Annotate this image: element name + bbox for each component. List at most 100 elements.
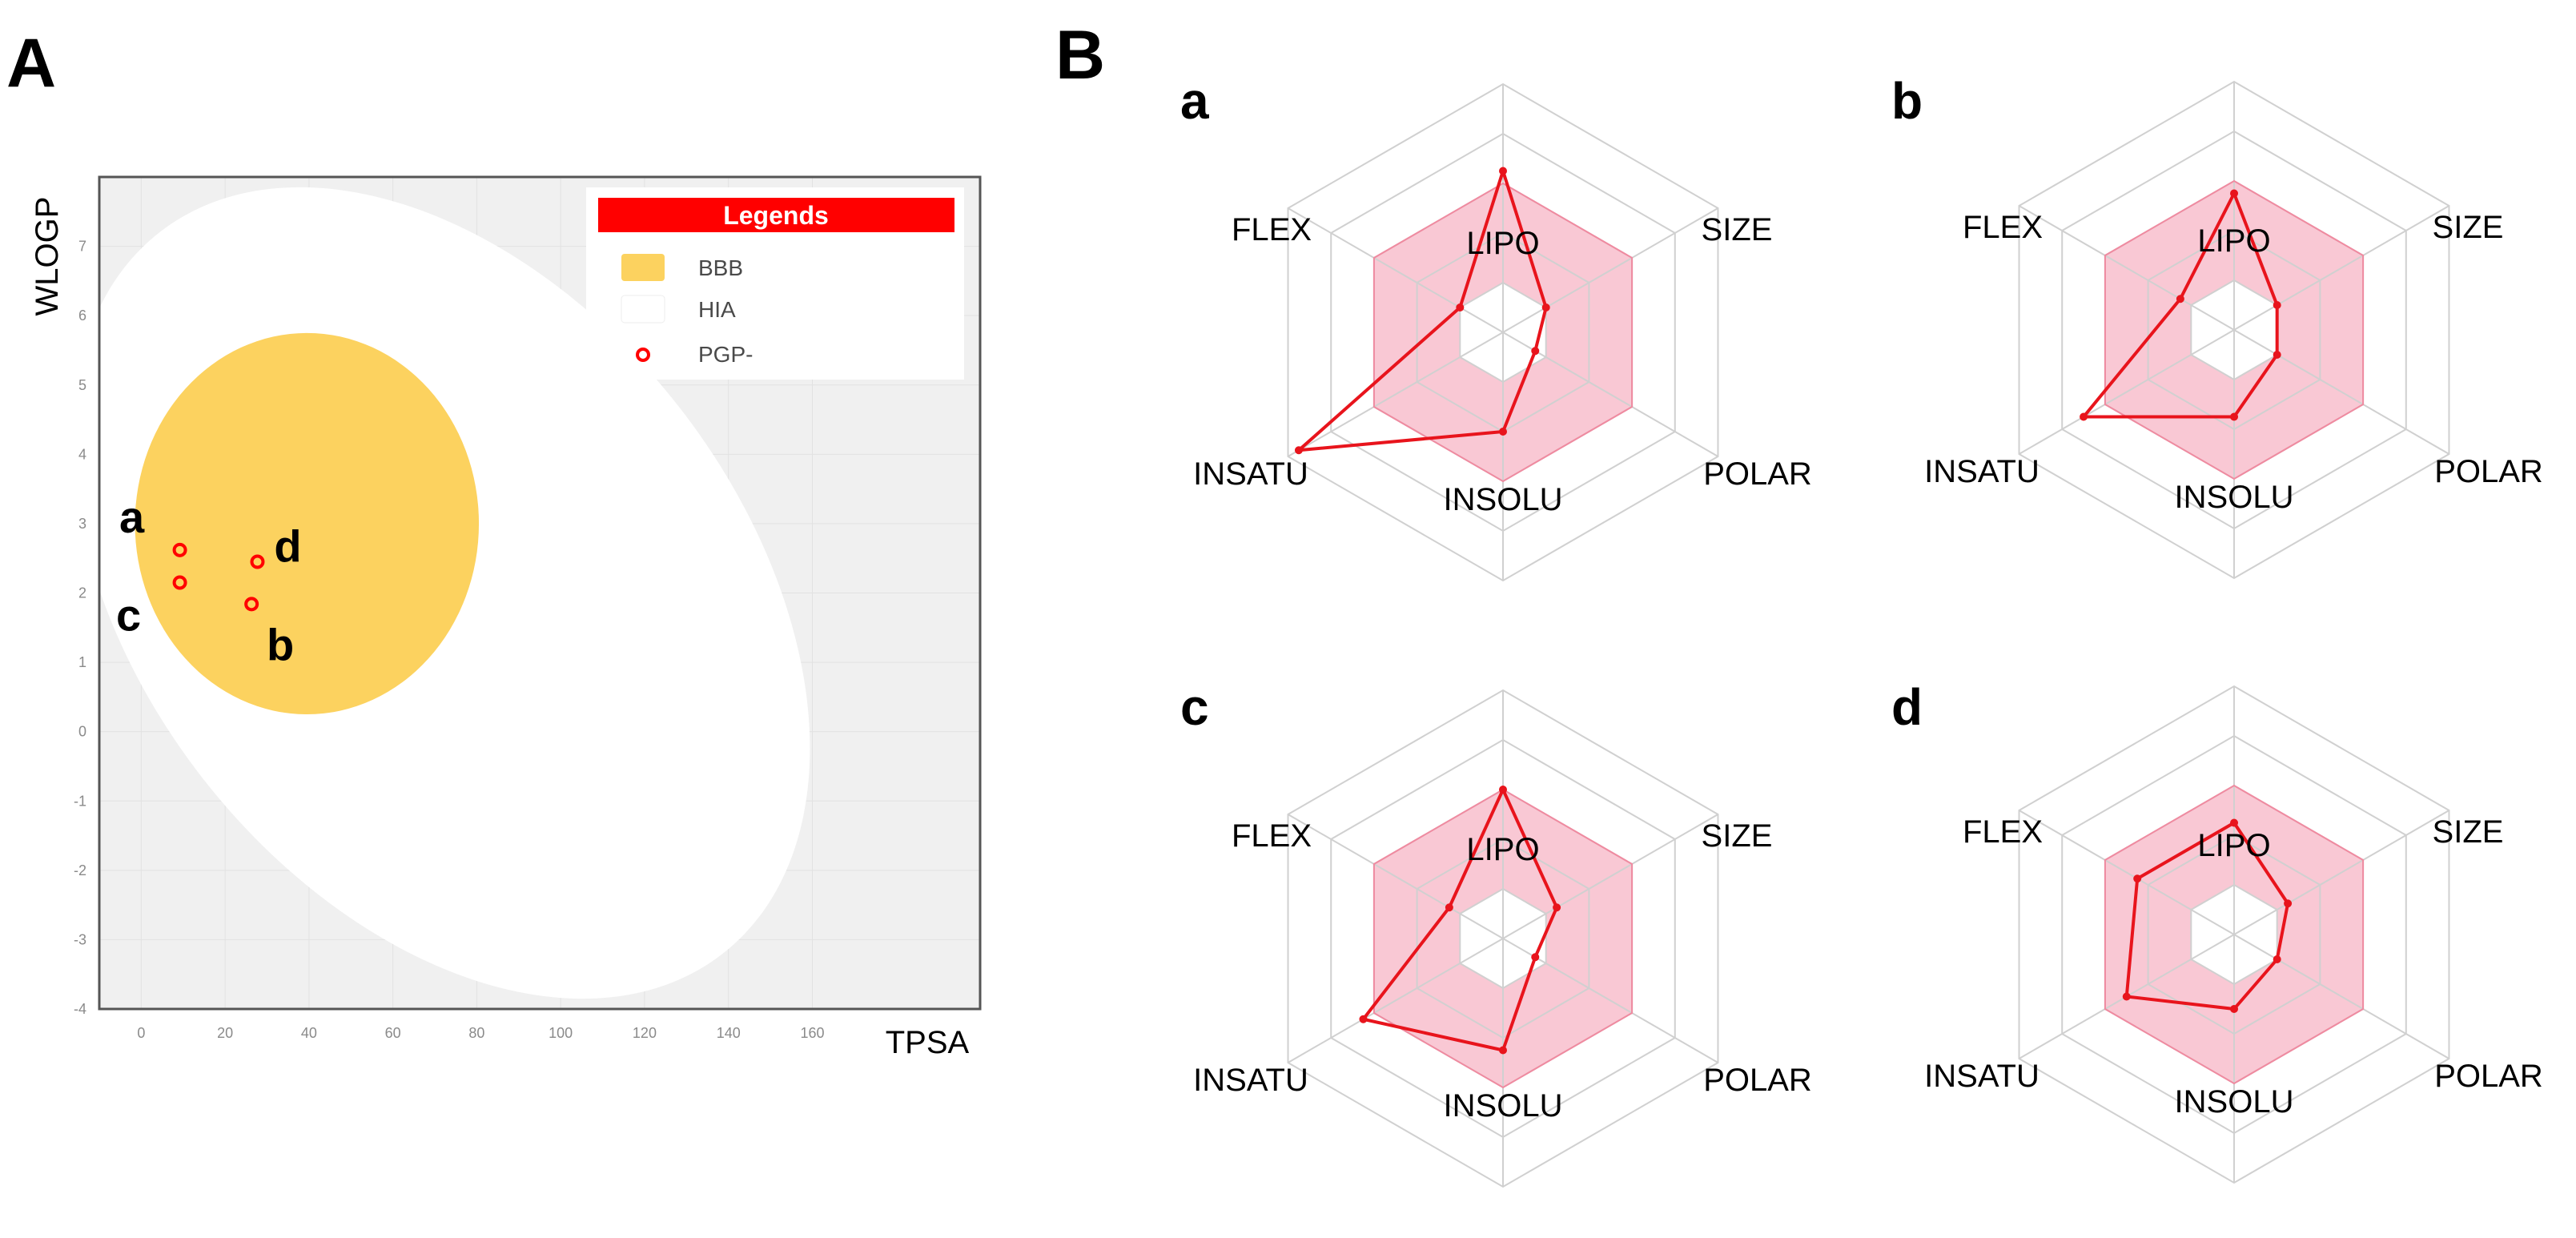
x-tick-label: 140 [717,1025,741,1041]
radar-vertex-insatu [2080,412,2088,421]
radar-axis-label-size: SIZE [2433,814,2504,850]
radar-vertex-lipo [2230,189,2238,198]
x-tick-label: 20 [217,1025,233,1041]
plot-frame [98,175,982,1011]
radar-spoke [1288,332,1504,457]
radar-axis-label-flex: FLEX [1963,210,2043,245]
radar-vertex-lipo [1499,167,1507,175]
radar-spoke [2233,810,2449,935]
radar-axis-label-insolu: INSOLU [2175,1084,2294,1119]
radar-spoke [1288,207,1504,333]
radar-vertex-insatu [1294,446,1303,455]
radar-spoke [1502,332,1718,457]
radar-letter-d: d [1891,678,1923,736]
y-tick-labels: 7 6 5 4 3 2 1 0 -1 -2 -3 -4 [74,239,86,1017]
x-axis-title: TPSA [886,1025,970,1060]
x-tick-label: 80 [468,1025,484,1041]
point-label-d: d [274,521,301,572]
legend-label-hia: HIA [698,297,736,322]
radar-vertex-size [1553,903,1561,912]
radar-axis-label-lipo: LIPO [2197,828,2270,863]
radar-vertex-insatu [1359,1015,1368,1023]
radar-vertex-polar [1531,953,1540,962]
y-tick-label: 5 [78,377,86,393]
y-tick-label: 2 [78,585,86,601]
radar-axis-label-polar: POLAR [2434,454,2543,489]
radar-a: LIPO SIZE POLAR INSOLU INSATU FLEX a [1180,72,1812,582]
radar-axis-label-insolu: INSOLU [1444,1088,1563,1123]
bioavailability-radars: LIPO SIZE POLAR INSOLU INSATU FLEX a LIPO SIZE PO… [1180,72,2543,1188]
optimal-range-border [2104,179,2365,480]
x-tick-label: 120 [633,1025,657,1041]
radar-axis-label-polar: POLAR [1703,456,1812,492]
radar-vertex-flex [1456,303,1465,312]
radar-axis-label-lipo: LIPO [1466,832,1539,867]
radar-vertex-polar [2273,955,2281,963]
radar-spoke [1502,207,1718,333]
point-b [244,597,259,612]
radar-vertex-size [1541,303,1550,312]
radar-c: LIPO SIZE POLAR INSOLU INSATU FLEX c [1180,678,1812,1188]
y-tick-label: 0 [78,724,86,740]
radar-axis-label-flex: FLEX [1232,818,1312,854]
radar-spoke [1288,814,1504,939]
x-tick-labels: 0 20 40 60 80 100 120 140 160 [137,1025,824,1041]
radar-spoke [1288,938,1504,1063]
optimal-range [1373,790,1633,1087]
legend: Legends BBB HIA PGP- [586,187,964,380]
y-tick-label: 7 [78,239,86,255]
region-bbb [135,332,480,715]
optimal-range [1373,183,1633,481]
radar-b: LIPO SIZE POLAR INSOLU INSATU FLEX b [1891,72,2543,580]
optimal-range-border [1372,788,1634,1089]
radar-vertex-insolu [1499,1046,1507,1055]
y-tick-label: -4 [74,1001,86,1017]
point-d [250,554,265,569]
radar-spoke [1502,814,1718,939]
radar-d: LIPO SIZE POLAR INSOLU INSATU FLEX d [1891,678,2543,1184]
point-c [172,575,187,590]
data-points: a b c d [116,492,302,670]
radar-axis-label-flex: FLEX [1232,212,1312,247]
radar-vertex-insolu [1499,428,1507,436]
y-tick-label: 4 [78,446,86,462]
radar-spoke [2233,329,2449,455]
optimal-range-border [2104,784,2365,1085]
boiled-egg-chart: 7 6 5 4 3 2 1 0 -1 -2 -3 -4 0 20 40 60 80 100 120 140 160 T… [30,175,982,1060]
radar-axis-label-insatu: INSATU [1924,1059,2040,1094]
y-tick-label: 1 [78,654,86,670]
radar-vertex-flex [1445,903,1453,912]
radar-spoke [2019,329,2235,455]
legend-label-pgp: PGP- [698,342,753,367]
radar-axis-label-polar: POLAR [2434,1059,2543,1094]
legend-marker-pgp [636,348,650,362]
radar-axis-label-lipo: LIPO [1466,226,1539,261]
radar-axis-label-size: SIZE [1702,818,1773,854]
radar-vertex-insolu [2230,1005,2238,1013]
radar-vertex-flex [2133,874,2142,883]
point-a [172,542,187,557]
radar-spoke [2019,205,2235,331]
y-tick-label: -2 [74,862,86,878]
panel-label-a: A [6,25,56,102]
radar-spoke [2233,934,2449,1059]
y-tick-label: 6 [78,307,86,324]
optimal-range-border [1372,182,1634,483]
radar-letter-a: a [1180,72,1209,130]
radar-spoke [2233,205,2449,331]
x-tick-label: 160 [800,1025,824,1041]
point-label-c: c [116,590,141,641]
radar-vertex-lipo [1499,786,1507,794]
y-tick-label: -3 [74,931,86,947]
y-tick-label: -1 [74,793,86,809]
legend-title-bar [598,198,954,232]
legend-swatch-hia [621,295,665,324]
radar-axis-label-polar: POLAR [1703,1063,1812,1098]
radar-axis-label-size: SIZE [2433,210,2504,245]
radar-vertex-insolu [2230,412,2238,421]
y-tick-label: 3 [78,516,86,532]
legend-title: Legends [723,201,829,230]
legend-swatch-bbb [621,254,665,281]
radar-vertex-polar [1531,347,1540,356]
